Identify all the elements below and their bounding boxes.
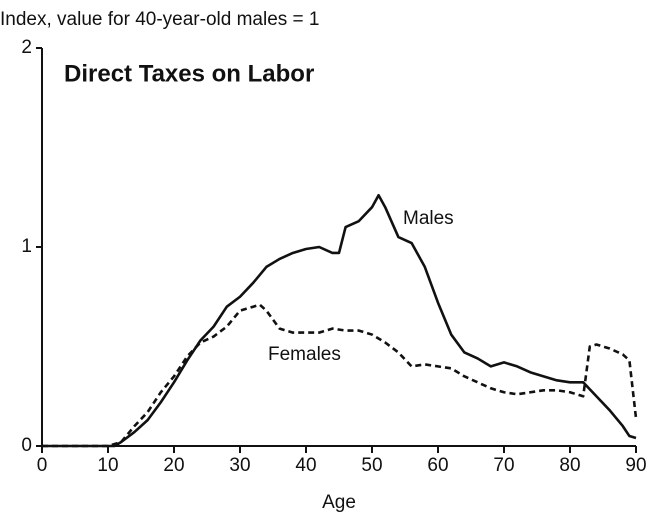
x-tick-label: 20 — [163, 455, 184, 476]
y-axis-label: Index, value for 40-year-old males = 1 — [0, 9, 319, 30]
x-tick-label: 70 — [493, 455, 514, 476]
x-tick-label: 90 — [625, 455, 646, 476]
y-tick-label: 1 — [21, 236, 32, 257]
x-tick-label: 50 — [361, 455, 382, 476]
x-tick-label: 10 — [97, 455, 118, 476]
annotation: Males — [403, 208, 454, 229]
x-tick-label: 30 — [229, 455, 250, 476]
x-tick-label: 80 — [559, 455, 580, 476]
x-tick-label: 60 — [427, 455, 448, 476]
x-tick-label: 0 — [37, 455, 48, 476]
chart-title: Direct Taxes on Labor — [64, 60, 314, 87]
series-line — [42, 193, 637, 448]
annotation: Females — [268, 344, 341, 365]
x-tick-label: 40 — [295, 455, 316, 476]
x-axis-label: Age — [322, 492, 356, 513]
y-tick-label: 0 — [21, 435, 32, 456]
y-tick-label: 2 — [21, 37, 32, 58]
series-line — [42, 303, 638, 448]
